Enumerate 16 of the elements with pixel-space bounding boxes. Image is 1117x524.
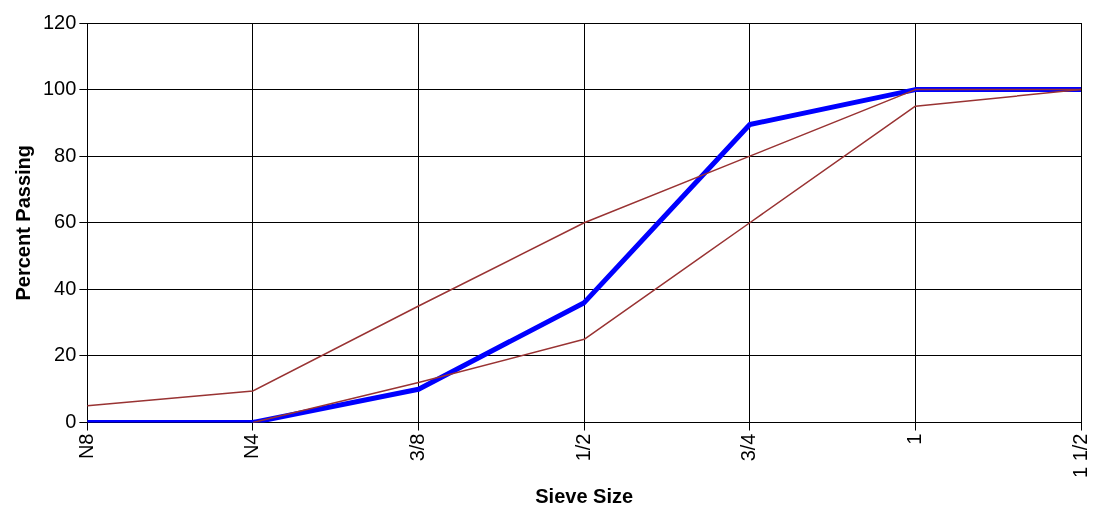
x-axis-title: Sieve Size	[535, 484, 634, 507]
x-tick-label: N8	[74, 433, 97, 460]
y-tick-label: 100	[42, 77, 77, 100]
x-tick-label: 3/4	[737, 433, 760, 462]
x-tick-label: 1	[902, 433, 925, 445]
y-axis-title: Percent Passing	[11, 144, 34, 301]
x-tick-label: 1/2	[571, 433, 594, 462]
x-tick-label: 1 1/2	[1068, 433, 1091, 478]
y-tick-label: 120	[42, 10, 77, 33]
y-tick-label: 40	[54, 276, 77, 299]
y-tick-label: 20	[54, 343, 77, 366]
x-tick-label: 3/8	[406, 433, 429, 462]
x-tick-label: N4	[240, 433, 263, 460]
y-tick-label: 60	[54, 210, 77, 233]
y-tick-label: 0	[65, 410, 77, 433]
y-tick-label: 80	[54, 143, 77, 166]
